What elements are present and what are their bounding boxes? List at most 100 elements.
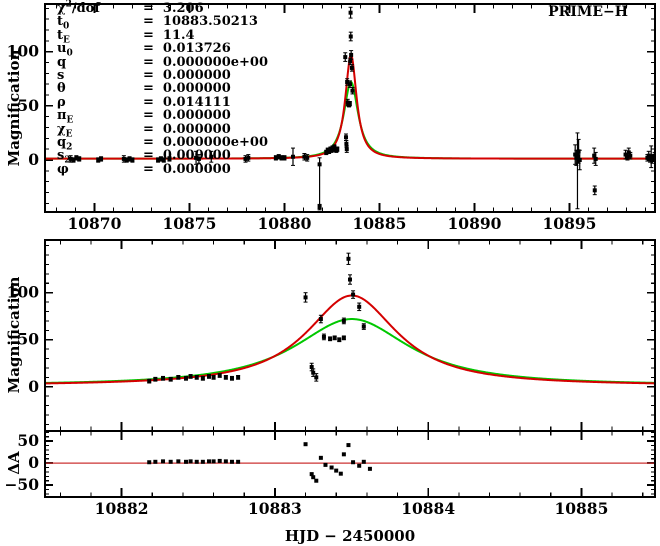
data-point-marker <box>153 377 158 382</box>
data-point-marker <box>156 158 161 162</box>
data-point-marker <box>279 155 284 160</box>
data-point-marker <box>348 34 353 39</box>
data-point-marker <box>344 141 349 146</box>
data-point-marker <box>176 375 181 380</box>
finite-source-model-curve <box>45 53 655 160</box>
data-point-marker <box>341 452 346 457</box>
data-point-marker <box>168 377 173 382</box>
finite-source-model-curve <box>45 294 655 385</box>
data-point-marker <box>577 158 582 162</box>
peak-zoom-panel: 0 50 100 <box>7 239 656 432</box>
data-point-marker <box>317 162 322 167</box>
data-point-marker <box>357 304 362 309</box>
data-point-marker <box>328 336 333 341</box>
data-point-marker <box>650 158 655 162</box>
data-point-marker <box>158 156 163 161</box>
data-point-marker <box>347 101 352 106</box>
x-tick-label: 10880 <box>257 214 311 233</box>
x-tick-label: 10885 <box>352 214 406 233</box>
data-point-marker <box>246 155 251 160</box>
data-point-marker <box>350 88 355 93</box>
data-point-marker <box>276 154 281 159</box>
data-point-marker <box>127 156 132 161</box>
data-point-marker <box>318 317 323 322</box>
data-point-marker <box>593 156 598 161</box>
data-point-marker <box>217 373 222 378</box>
x-tick-label: 10883 <box>248 499 302 518</box>
residuals-ticks <box>45 431 655 497</box>
data-point-marker <box>367 466 372 471</box>
data-point-marker <box>99 156 104 161</box>
data-point-marker <box>623 152 628 157</box>
data-point-marker <box>309 365 314 370</box>
data-point-marker <box>236 375 241 380</box>
data-point-marker <box>121 156 126 161</box>
data-point-marker <box>344 135 349 140</box>
x-tick-label: 10895 <box>543 214 597 233</box>
data-point-marker <box>176 459 181 464</box>
point-source-model-curve <box>45 318 655 384</box>
peak-zoom-frame <box>44 239 656 432</box>
data-point-marker <box>147 379 152 384</box>
residuals-panel: 10882 10883 10884 10885 −50 0 50 <box>4 430 656 518</box>
y-tick-label: −50 <box>4 475 39 494</box>
x-tick-label: 10885 <box>554 499 608 518</box>
residuals-frame <box>44 430 656 498</box>
data-point-marker <box>194 155 199 160</box>
data-point-marker <box>303 295 308 300</box>
data-point-marker <box>314 375 319 380</box>
data-point-marker <box>651 155 655 160</box>
data-point-marker <box>71 158 76 162</box>
data-point-marker <box>167 156 172 161</box>
data-point-marker <box>147 460 152 465</box>
data-point-marker <box>317 204 322 209</box>
data-point-marker <box>236 459 241 464</box>
data-point-marker <box>273 155 278 160</box>
data-point-marker <box>206 459 211 464</box>
data-point-marker <box>573 152 578 157</box>
data-point-marker <box>243 156 248 161</box>
data-point-marker <box>346 256 351 261</box>
x-tick-label: 10884 <box>401 499 455 518</box>
data-point-marker <box>361 459 366 464</box>
data-point-marker <box>318 455 323 460</box>
data-point-marker <box>348 59 353 64</box>
y-tick-label: 50 <box>17 96 39 115</box>
data-point-marker <box>130 158 135 162</box>
point-source-model-curve <box>45 80 655 160</box>
x-tick-label: 10890 <box>448 214 502 233</box>
data-point-marker <box>361 324 366 329</box>
data-point-marker <box>334 468 339 473</box>
data-point-marker <box>348 277 352 282</box>
data-point-marker <box>348 10 353 15</box>
data-point-marker <box>96 158 101 162</box>
data-point-marker <box>188 374 193 379</box>
data-point-marker <box>576 149 581 154</box>
data-point-marker <box>343 55 348 60</box>
data-point-marker <box>314 478 319 483</box>
data-point-marker <box>357 463 362 468</box>
y-tick-label: 0 <box>28 453 39 472</box>
data-point-marker <box>200 459 205 464</box>
y-tick-label: 50 <box>17 431 39 450</box>
data-point-marker <box>211 459 216 464</box>
data-point-marker <box>184 376 189 381</box>
data-point-marker <box>168 459 173 464</box>
data-point-marker <box>341 335 346 340</box>
full-lightcurve-frame <box>44 3 656 213</box>
y-tick-label: 50 <box>17 330 39 349</box>
data-point-marker <box>335 147 340 152</box>
data-point-marker <box>229 376 234 381</box>
data-point-marker <box>196 156 201 161</box>
data-point-marker <box>332 335 337 340</box>
y-tick-label: 0 <box>28 150 39 169</box>
y-tick-label: 0 <box>28 377 39 396</box>
data-point-marker <box>302 154 307 159</box>
data-point-marker <box>345 80 350 84</box>
data-point-marker <box>74 155 79 160</box>
data-point-marker <box>229 459 234 464</box>
x-tick-label: 10875 <box>162 214 216 233</box>
peak-zoom-plot-area <box>45 252 655 385</box>
